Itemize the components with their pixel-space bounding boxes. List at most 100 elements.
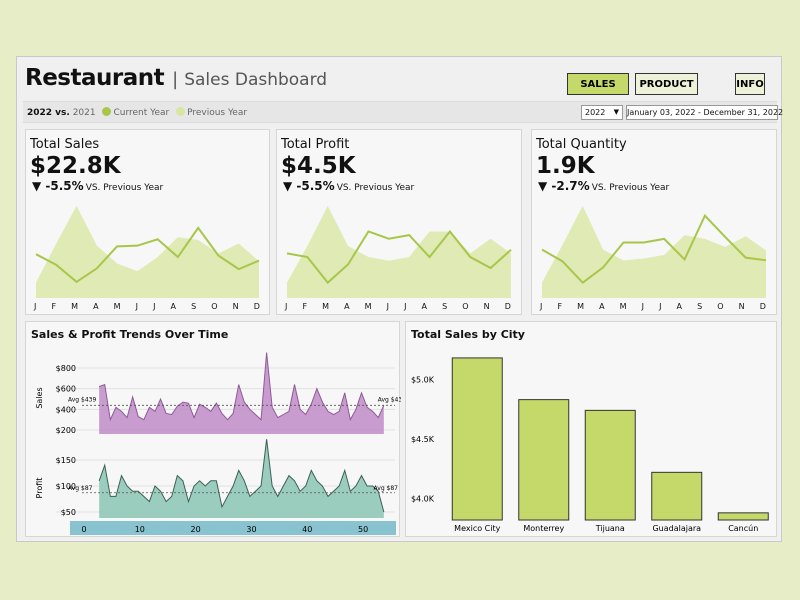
month-tick-label: M [577,302,585,311]
month-tick-label: S [697,302,703,311]
avg-sales-label: Avg $439 [378,396,401,403]
month-tick-label: J [404,302,407,311]
city-category-label: Monterrey [523,524,564,533]
title-separator: | [172,69,179,90]
current-year-line [541,213,767,284]
month-tick-label: N [738,302,745,311]
sales-by-city-chart: $5.0K $4.5K $4.0K Mexico City Monterrey Tijua… [411,357,769,533]
month-tick-label: A [170,302,177,311]
profit-sparkline-chart [286,205,512,298]
x-tick-label: 0 [81,525,86,534]
city-title: Total Sales by City [411,328,525,341]
month-tick-label: M [113,302,121,311]
month-tick-label: D [253,302,260,311]
month-tick-label: D [504,302,511,311]
info-button[interactable]: INFO [735,73,765,95]
month-tick-label: A [599,302,605,311]
city-tick-label: $4.0K [411,495,435,504]
kpi-title: Total Quantity [536,137,627,152]
kpi-card-total-quantity: Total Quantity 1.9K ▼ -2.7% VS. Previous … [531,129,777,315]
month-tick-label: F [557,302,563,311]
month-tick-label: J [641,302,645,311]
month-tick-label: J [135,302,139,311]
kpi-card-total-sales: Total Sales $22.8K ▼ -5.5% VS. Previous Y… [25,129,270,315]
sales-tick-label: $600 [56,385,76,394]
sales-sparkline-chart [35,205,260,298]
kpi-delta-label: VS. Previous Year [591,183,670,193]
month-tick-label: N [483,302,490,311]
legend-previous-year: Previous Year [187,108,248,118]
product-nav-button[interactable]: PRODUCT [635,73,698,95]
month-tick-label: M [619,302,627,311]
down-arrow-icon: ▼ [32,179,42,193]
profit-area [99,439,384,518]
x-tick-label: 20 [191,525,201,534]
trends-panel: Sales & Profit Trends Over Time Sales Pro… [25,321,401,537]
kpi-delta-value: -5.5% [296,179,335,193]
month-tick-label: O [211,302,218,311]
month-tick-label: J [540,302,543,311]
current-year-dot-icon [102,107,112,116]
month-tick-label: J [285,302,288,311]
profit-line [98,439,385,513]
comparison-legend: 2022 vs. 2021 Current Year Previous Year [27,107,247,118]
profit-tick-label: $50 [61,508,76,517]
sales-area [99,352,384,434]
x-tick-label: 30 [246,525,256,534]
city-tick-label: $5.0K [411,375,435,384]
page-subtitle: Sales Dashboard [184,70,328,90]
kpi-value: $22.8K [30,153,121,179]
quantity-sparkline-chart [541,205,767,298]
down-arrow-icon: ▼ [538,179,548,193]
month-tick-label: A [421,302,428,311]
year-select[interactable]: 2022 ▼ [581,105,623,120]
month-tick-label: M [71,302,79,311]
x-tick-label: 50 [358,525,368,534]
year-select-value: 2022 [585,108,606,117]
sales-tick-label: $400 [56,405,76,414]
kpi-delta: ▼ -2.7% VS. Previous Year [538,179,669,193]
kpi-value: $4.5K [281,153,356,179]
city-bar [717,512,769,521]
month-tick-label: A [93,302,99,311]
legend-current-year: Current Year [113,108,170,118]
sales-tick-label: $800 [56,364,76,373]
previous-year-area [542,205,766,298]
month-tick-label: M [322,302,330,311]
city-category-label: Guadalajara [652,524,701,533]
city-bar [451,357,503,521]
city-category-label: Mexico City [454,524,500,533]
month-tick-label: D [759,302,766,311]
city-panel: Total Sales by City $5.0K $4.5K $4.0K Mexic… [405,321,777,537]
kpi-delta-value: -5.5% [45,179,84,193]
profit-axis-label: Profit [35,478,44,499]
current-year-line [35,226,260,284]
kpi-card-total-profit: Total Profit $4.5K ▼ -5.5% VS. Previous Y… [276,129,522,315]
date-range-input[interactable]: January 03, 2022 - December 31, 2022 [626,105,783,120]
month-tick-label: O [717,302,724,311]
city-category-label: Cancún [728,524,758,533]
avg-profit-label: Avg $87 [68,485,93,492]
kpi-delta-value: -2.7% [551,179,590,193]
month-tick-label: J [153,302,156,311]
month-tick-label: J [386,302,390,311]
dashboard-frame: Restaurant | Sales Dashboard SALES PRODUCT… [16,56,783,542]
comparison-prev-year: 2021 [72,108,96,118]
kpi-title: Total Profit [281,137,350,152]
city-bar [518,399,570,521]
kpi-value: 1.9K [536,153,595,179]
sales-line [98,352,385,422]
month-tick-label: S [191,302,197,311]
city-tick-label: $4.5K [411,435,435,444]
previous-year-area [36,205,259,298]
profit-tick-label: $150 [56,456,76,465]
current-year-line [286,229,512,285]
avg-profit-label: Avg $87 [374,485,399,492]
city-bar [651,471,703,521]
comparison-label: 2022 vs. [27,108,70,118]
month-tick-label: J [659,302,662,311]
sales-nav-button[interactable]: SALES [567,73,629,95]
city-category-label: Tijuana [595,524,625,533]
kpi-title: Total Sales [30,137,100,152]
